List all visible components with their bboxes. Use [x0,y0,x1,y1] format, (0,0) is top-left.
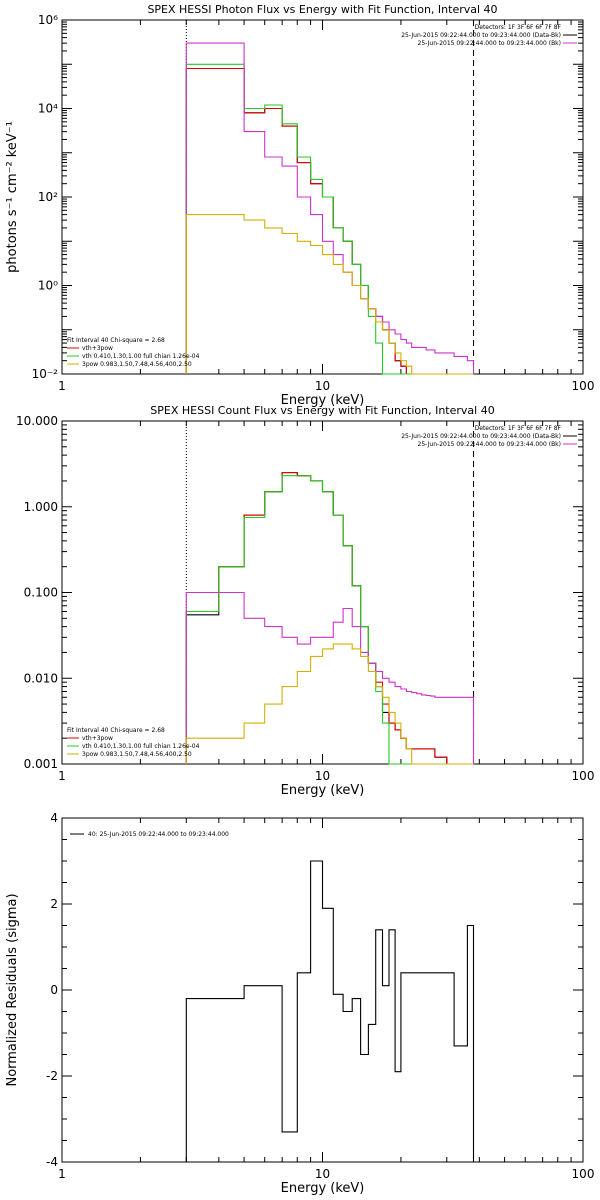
y-tick-label: 0.100 [24,586,58,600]
y-tick-label: 4 [50,811,58,825]
legend-top-entry: 25-Jun-2015 09:22:44.000 to 09:23:44.000… [418,441,561,448]
plot-3: 1 10 100 Energy (keV) -4 -2 0 2 4 Normalized Resi… [5,811,594,1196]
series-magenta-step [185,42,475,374]
legend-top-entry: 25-Jun-2015 09:22:44.000 to 09:23:44.000… [401,433,561,440]
legend-bottom-entry: vth 0.410,1.30,1.00 full chian 1.26e-04 [82,353,200,360]
y-axis-label: Normalized Residuals (sigma) [5,893,20,1086]
y-tick-label: 0.001 [24,757,58,771]
x-tick-label: 100 [572,769,595,783]
y-tick-label: 10² [38,190,58,204]
y-tick-label: 0 [50,983,58,997]
legend-top-entry: Detectors: 1F 3F 6F 6F 7F 8F [475,425,562,432]
x-tick-label: 1 [58,379,66,393]
plot-title: SPEX HESSI Photon Flux vs Energy with Fi… [147,3,497,16]
series-red-step [185,472,474,765]
y-tick-label: 2 [50,897,58,911]
y-axis-label: photons s⁻¹ cm⁻² keV⁻¹ [5,121,20,273]
series-yellow-step [185,643,474,765]
y-tick-label: 0.010 [24,671,58,685]
series-green-step [185,475,474,765]
y-tick-label: -4 [46,1155,58,1169]
y-tick-label: 10⁶ [38,13,58,27]
series-green-step [185,63,474,375]
x-tick-label: 100 [572,379,595,393]
legend-bottom-entry: vth+3pow [82,345,113,352]
legend-bottom-entry: vth+3pow [82,735,113,742]
y-tick-label: -2 [46,1069,58,1083]
plot-1: SPEX HESSI Photon Flux vs Energy with Fi… [5,3,594,408]
x-tick-label: 10 [315,769,330,783]
legend-bottom-entry: 3pow 0.983,1.50,7.48,4.56,400,2.50 [82,751,192,758]
y-tick-label: 10⁰ [38,279,58,293]
series-red-step [185,67,474,375]
x-axis-label: Energy (keV) [281,1181,365,1196]
legend-bottom-entry: vth 0.410,1.30,1.00 full chian 1.26e-04 [82,743,200,750]
legend-top-entry: 25-Jun-2015 09:22:44.000 to 09:23:44.000… [418,40,561,47]
x-tick-label: 1 [58,769,66,783]
y-tick-label: 10⁻² [32,367,59,381]
y-tick-label: 10.000 [16,414,58,428]
legend-bottom-entry: Fit Interval 40 Chi-square = 2.68 [67,727,165,734]
plot-title: SPEX HESSI Count Flux vs Energy with Fit… [150,404,494,417]
x-tick-label: 100 [572,1167,595,1181]
legend-top-entry: 40: 25-Jun-2015 09:22:44.000 to 09:23:44… [88,831,229,838]
legend-top-entry: Detectors: 1F 3F 6F 6F 7F 8F [475,24,562,31]
series-yellow-step [185,214,474,375]
plot-frame [61,420,584,765]
y-tick-label: 1.000 [24,500,58,514]
series-black-step [185,67,474,375]
x-tick-label: 1 [58,1167,66,1181]
series-black-step [185,472,474,765]
legend-bottom-entry: 3pow 0.983,1.50,7.48,4.56,400,2.50 [82,361,192,368]
series-black-step [185,860,475,1162]
x-tick-label: 10 [315,1167,330,1181]
x-axis-label: Energy (keV) [281,393,365,408]
series-magenta-step [185,591,475,764]
legend-bottom-entry: Fit Interval 40 Chi-square = 2.68 [67,337,165,344]
x-axis-label: Energy (keV) [281,783,365,798]
plot-2: SPEX HESSI Count Flux vs Energy with Fit… [16,404,594,798]
x-tick-label: 10 [315,379,330,393]
legend-top-entry: 25-Jun-2015 09:22:44.000 to 09:23:44.000… [401,32,561,39]
y-tick-label: 10⁴ [38,102,58,116]
